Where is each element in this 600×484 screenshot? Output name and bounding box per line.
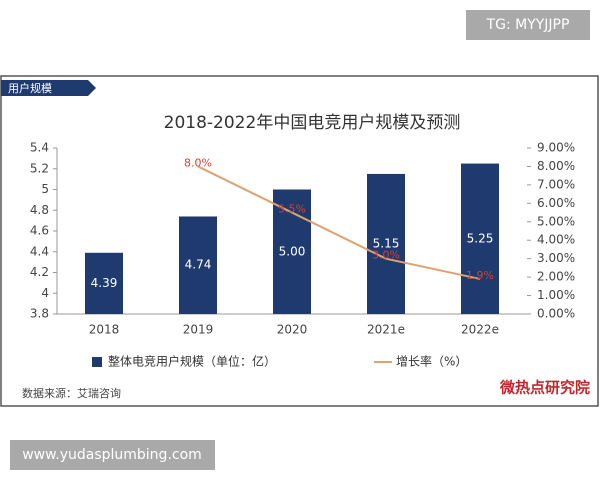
x-tick-label: 2019	[183, 323, 214, 337]
bar	[85, 252, 123, 314]
y2-tick-label: 2.00%	[537, 270, 575, 284]
bar	[273, 189, 311, 314]
legend-label: 整体电竞用户规模（单位：亿）	[108, 354, 276, 369]
y2-tick-label: 1.00%	[537, 288, 575, 302]
y-tick-label: 4.8	[30, 203, 49, 217]
y-tick-label: 4	[41, 286, 49, 300]
line-value-label: 3.0%	[372, 249, 400, 262]
bar	[367, 173, 405, 314]
line-value-label: 8.0%	[184, 156, 212, 169]
y-tick-label: 4.4	[30, 244, 49, 258]
bar-value-label: 5.25	[467, 231, 494, 245]
tab-label: 用户规模	[8, 81, 52, 95]
y2-tick-label: 4.00%	[537, 233, 575, 247]
y-tick-label: 5.2	[30, 161, 49, 175]
tab-shape	[1, 80, 96, 96]
bar-value-label: 4.39	[91, 276, 118, 290]
line-value-label: 5.5%	[278, 203, 306, 216]
x-tick-label: 2020	[277, 323, 308, 337]
bar	[461, 163, 499, 314]
footer-box	[10, 440, 215, 470]
y-tick-label: 5.4	[30, 141, 49, 155]
chart-title: 2018-2022年中国电竞用户规模及预测	[164, 113, 461, 133]
y2-tick-label: 3.00%	[537, 251, 575, 265]
y2-tick-label: 0.00%	[537, 307, 575, 321]
legend-label: 增长率（%）	[396, 354, 467, 369]
watermark: TG: MYYJJPP	[486, 17, 570, 33]
y-tick-label: 3.8	[30, 307, 49, 321]
x-tick-label: 2021e	[367, 323, 405, 337]
y2-tick-label: 7.00%	[537, 177, 575, 191]
y2-tick-label: 9.00%	[537, 141, 575, 155]
bar-value-label: 5.00	[279, 244, 306, 258]
y-tick-label: 4.6	[30, 224, 49, 238]
bar-value-label: 4.74	[185, 258, 212, 272]
y2-tick-label: 6.00%	[537, 196, 575, 210]
growth-line	[197, 165, 481, 280]
watermark-box	[466, 10, 590, 40]
footer-watermark: www.yudasplumbing.com	[22, 447, 202, 463]
y-tick-label: 5	[41, 182, 49, 196]
x-tick-label: 2022e	[461, 323, 499, 337]
source: 数据来源：艾瑞咨询	[22, 386, 121, 400]
y2-tick-label: 5.00%	[537, 214, 575, 228]
x-tick-label: 2018	[89, 323, 120, 337]
y-tick-label: 4.2	[30, 265, 49, 279]
y2-tick-label: 8.00%	[537, 159, 575, 173]
bar	[179, 216, 217, 314]
legend-swatch	[92, 357, 102, 367]
bar-value-label: 5.15	[373, 236, 400, 250]
logo: 微热点研究院	[499, 379, 590, 397]
line-value-label: 1.9%	[466, 269, 494, 282]
